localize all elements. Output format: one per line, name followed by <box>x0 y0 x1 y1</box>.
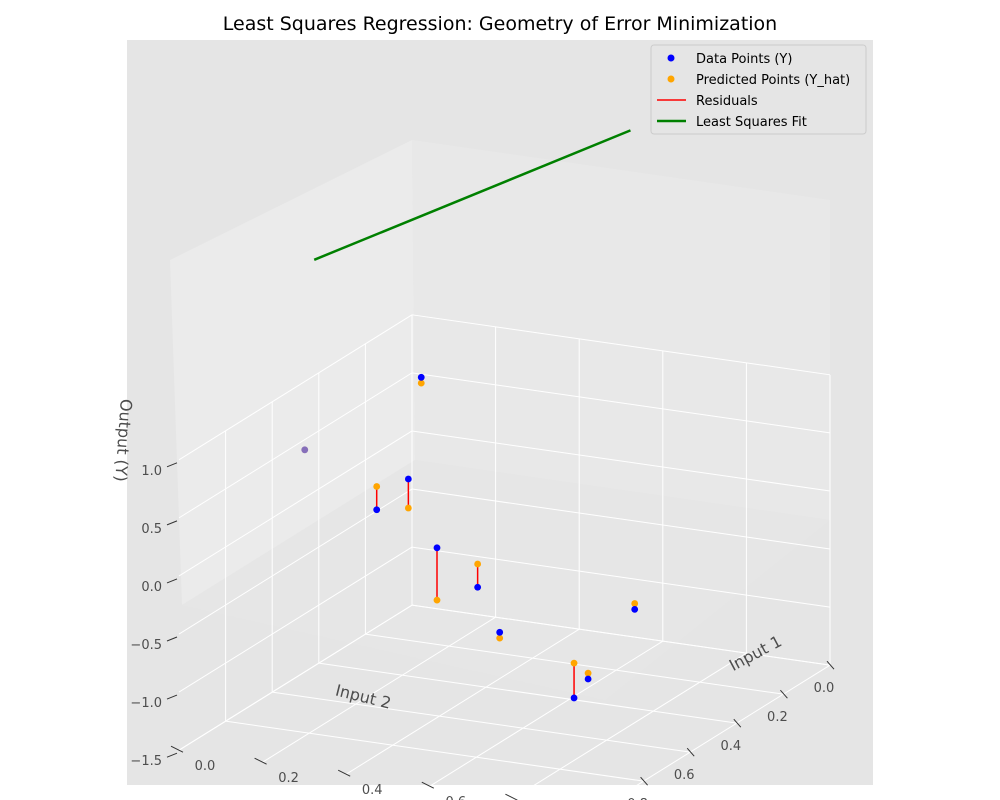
y-tick-mark <box>686 747 695 757</box>
grid-line <box>411 546 831 608</box>
predicted-point <box>584 669 592 677</box>
y-tick-label: 0.6 <box>674 768 695 783</box>
x-tick-mark <box>337 769 351 777</box>
grid-line <box>178 488 413 635</box>
grid-line <box>178 430 413 577</box>
grid-line <box>411 604 831 666</box>
legend-label: Residuals <box>696 94 758 109</box>
predicted-point <box>496 634 504 642</box>
grid-line <box>345 628 580 775</box>
x-tick-label: 0.2 <box>278 771 299 786</box>
back-pane <box>412 140 830 520</box>
z-tick-label: −1.0 <box>130 696 162 711</box>
data-point <box>433 544 441 552</box>
grid-line <box>411 372 831 434</box>
legend-box <box>650 44 867 135</box>
z-tick-mark <box>166 636 178 642</box>
z-tick-mark <box>166 578 178 584</box>
data-point <box>584 675 592 683</box>
y-tick-mark <box>640 776 648 786</box>
y-tick-label: 0.8 <box>627 797 648 800</box>
x-tick-label: 0.6 <box>445 795 466 800</box>
floor-pane <box>182 460 830 700</box>
grid-line <box>411 488 831 550</box>
legend-label: Predicted Points (Y_hat) <box>696 73 850 88</box>
predicted-point <box>373 483 381 490</box>
predicted-point <box>301 446 309 454</box>
grid-line <box>262 616 496 763</box>
data-point <box>373 506 381 514</box>
y-tick-mark <box>826 660 835 670</box>
grid-lines <box>178 314 831 800</box>
z-tick-label: −1.5 <box>130 754 162 769</box>
fit-line <box>313 129 631 261</box>
grid-line <box>513 652 747 799</box>
tick-labels: 0.00.20.40.60.81.00.00.20.40.60.8−1.5−1.… <box>130 464 834 800</box>
x-tick-mark <box>421 781 435 789</box>
grid-line <box>318 662 737 724</box>
z-tick-label: −0.5 <box>130 638 162 653</box>
data-point <box>301 446 309 454</box>
y-tick-label: 0.0 <box>814 681 835 696</box>
grid-line <box>411 430 831 492</box>
predicted-point <box>474 560 482 568</box>
grid-line <box>178 546 413 693</box>
x-tick-label: 0.4 <box>362 783 383 798</box>
side-pane <box>170 140 415 605</box>
legend-label: Least Squares Fit <box>696 115 807 130</box>
predicted-point <box>404 504 412 512</box>
grid-line <box>225 720 644 782</box>
grid-line <box>178 314 413 461</box>
legend-marker <box>667 54 675 62</box>
z-tick-label: 0.5 <box>141 522 162 537</box>
data-point <box>474 583 482 591</box>
axis-panes <box>170 140 830 700</box>
z-tick-mark <box>166 752 178 758</box>
data-point <box>631 605 639 613</box>
x-tick-mark <box>254 757 267 765</box>
y-tick-mark <box>780 689 788 699</box>
predicted-point <box>417 379 425 387</box>
data-point <box>496 628 504 636</box>
residual-lines <box>375 377 636 698</box>
y-tick-mark <box>733 718 742 728</box>
least-squares-fit <box>313 129 631 261</box>
z-tick-mark <box>166 462 178 468</box>
x-tick-mark <box>170 745 184 753</box>
predicted-point <box>631 600 639 607</box>
predicted-point <box>433 596 441 604</box>
x-tick-mark <box>505 793 518 800</box>
tick-marks <box>166 462 835 800</box>
y-tick-label: 0.4 <box>720 739 741 754</box>
x-tick-label: 0.0 <box>195 759 216 774</box>
scatter-points <box>301 373 639 702</box>
legend: Data Points (Y) Predicted Points (Y_hat) R… <box>650 44 867 135</box>
y-tick-label: 0.2 <box>767 710 788 725</box>
z-tick-mark <box>166 520 178 526</box>
grid-line <box>411 314 831 376</box>
grid-line <box>178 372 413 519</box>
z-tick-label: 1.0 <box>141 464 162 479</box>
z-tick-label: 0.0 <box>141 580 162 595</box>
data-point <box>570 694 578 702</box>
grid-line <box>178 604 413 751</box>
grid-line <box>272 691 691 753</box>
legend-marker <box>667 75 675 83</box>
chart-title: Least Squares Regression: Geometry of Er… <box>223 13 777 35</box>
z-tick-mark <box>166 694 178 700</box>
grid-line <box>612 664 831 800</box>
predicted-point <box>570 659 578 667</box>
legend-label: Data Points (Y) <box>696 52 792 67</box>
grid-line <box>429 640 664 787</box>
data-point <box>404 475 412 483</box>
data-point <box>417 373 425 381</box>
